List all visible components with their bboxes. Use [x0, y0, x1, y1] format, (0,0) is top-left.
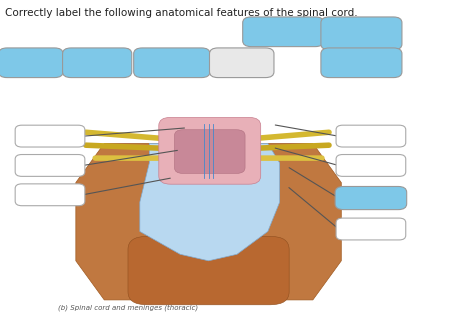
- Text: Anterior median
fissure: Anterior median fissure: [135, 53, 209, 72]
- Text: Posterior
funiculus: Posterior funiculus: [10, 53, 51, 72]
- Text: Spinal nerve: Spinal nerve: [342, 194, 400, 202]
- Polygon shape: [140, 143, 280, 261]
- FancyBboxPatch shape: [336, 125, 406, 147]
- Text: Gray
commissure: Gray commissure: [334, 53, 389, 72]
- FancyBboxPatch shape: [0, 48, 63, 78]
- FancyBboxPatch shape: [15, 155, 85, 176]
- FancyBboxPatch shape: [210, 48, 274, 78]
- FancyBboxPatch shape: [134, 48, 210, 78]
- FancyBboxPatch shape: [336, 218, 406, 240]
- Text: Posterior horn: Posterior horn: [65, 58, 129, 67]
- FancyBboxPatch shape: [174, 130, 245, 173]
- FancyBboxPatch shape: [335, 186, 407, 210]
- FancyBboxPatch shape: [159, 117, 261, 184]
- FancyBboxPatch shape: [15, 125, 85, 147]
- Text: Spinal nerve: Spinal nerve: [213, 58, 270, 67]
- FancyBboxPatch shape: [321, 17, 402, 50]
- Text: Lateral funiculus: Lateral funiculus: [246, 27, 321, 36]
- FancyBboxPatch shape: [321, 48, 402, 78]
- FancyBboxPatch shape: [15, 184, 85, 206]
- FancyBboxPatch shape: [63, 48, 132, 78]
- FancyBboxPatch shape: [243, 17, 324, 47]
- Text: Correctly label the following anatomical features of the spinal cord.: Correctly label the following anatomical…: [5, 8, 357, 18]
- Polygon shape: [76, 143, 341, 300]
- FancyBboxPatch shape: [128, 236, 289, 305]
- Text: (b) Spinal cord and meninges (thoracic): (b) Spinal cord and meninges (thoracic): [58, 305, 198, 311]
- Text: Posterior root of
spinal nerve: Posterior root of spinal nerve: [325, 24, 398, 43]
- FancyBboxPatch shape: [336, 155, 406, 176]
